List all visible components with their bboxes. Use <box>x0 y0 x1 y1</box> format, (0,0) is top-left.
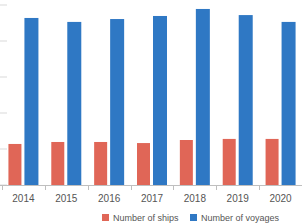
x-tick <box>2 185 3 190</box>
bar <box>282 22 296 185</box>
x-tick-label: 2018 <box>184 193 207 204</box>
x-tick-label: 2019 <box>227 193 250 204</box>
x-tick-label: 2014 <box>12 193 35 204</box>
legend-swatch <box>190 214 197 221</box>
bar <box>8 144 21 185</box>
x-tick <box>216 185 217 190</box>
y-tick <box>0 113 7 114</box>
bar <box>196 9 210 185</box>
bar <box>137 143 150 185</box>
y-tick <box>0 77 7 78</box>
bar <box>153 16 167 185</box>
chart-svg: 2014 2015 2016 2017 2018 2019 2020 Number of sh… <box>0 0 302 224</box>
y-tick <box>0 5 7 6</box>
y-tick <box>0 149 7 150</box>
bar <box>223 139 236 185</box>
bar <box>266 139 279 185</box>
bar <box>94 142 107 185</box>
x-tick <box>131 185 132 190</box>
x-tick <box>88 185 89 190</box>
x-tick-label: 2015 <box>55 193 78 204</box>
bar <box>67 22 81 185</box>
x-tick-label: 2016 <box>98 193 121 204</box>
legend-swatch <box>102 214 109 221</box>
x-tick <box>173 185 174 190</box>
y-tick <box>0 41 7 42</box>
bar <box>180 140 193 185</box>
x-tick-label: 2017 <box>141 193 164 204</box>
bar <box>24 18 38 185</box>
legend-label: Number of ships <box>113 213 179 223</box>
x-tick <box>259 185 260 190</box>
bars <box>8 9 295 185</box>
bar <box>51 142 64 185</box>
x-tick <box>45 185 46 190</box>
x-tick-label: 2020 <box>269 193 292 204</box>
bar <box>239 15 253 185</box>
bar <box>110 19 124 185</box>
legend-label: Number of voyages <box>201 213 280 223</box>
chart-container: 2014 2015 2016 2017 2018 2019 2020 Number of sh… <box>0 0 302 224</box>
